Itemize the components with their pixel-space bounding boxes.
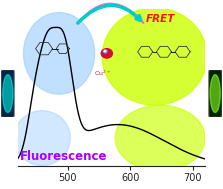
Text: Fluorescence: Fluorescence bbox=[20, 150, 107, 163]
Ellipse shape bbox=[115, 105, 205, 171]
Ellipse shape bbox=[102, 8, 207, 105]
Circle shape bbox=[101, 49, 112, 58]
Ellipse shape bbox=[3, 75, 13, 112]
Ellipse shape bbox=[14, 111, 70, 166]
Ellipse shape bbox=[23, 13, 95, 94]
FancyBboxPatch shape bbox=[209, 70, 221, 117]
Circle shape bbox=[103, 50, 107, 53]
Ellipse shape bbox=[210, 75, 220, 112]
Circle shape bbox=[104, 50, 106, 52]
FancyBboxPatch shape bbox=[2, 70, 14, 117]
Text: FRET: FRET bbox=[146, 14, 175, 24]
Text: $\mathrm{Cu}^{2+}$: $\mathrm{Cu}^{2+}$ bbox=[94, 68, 111, 77]
